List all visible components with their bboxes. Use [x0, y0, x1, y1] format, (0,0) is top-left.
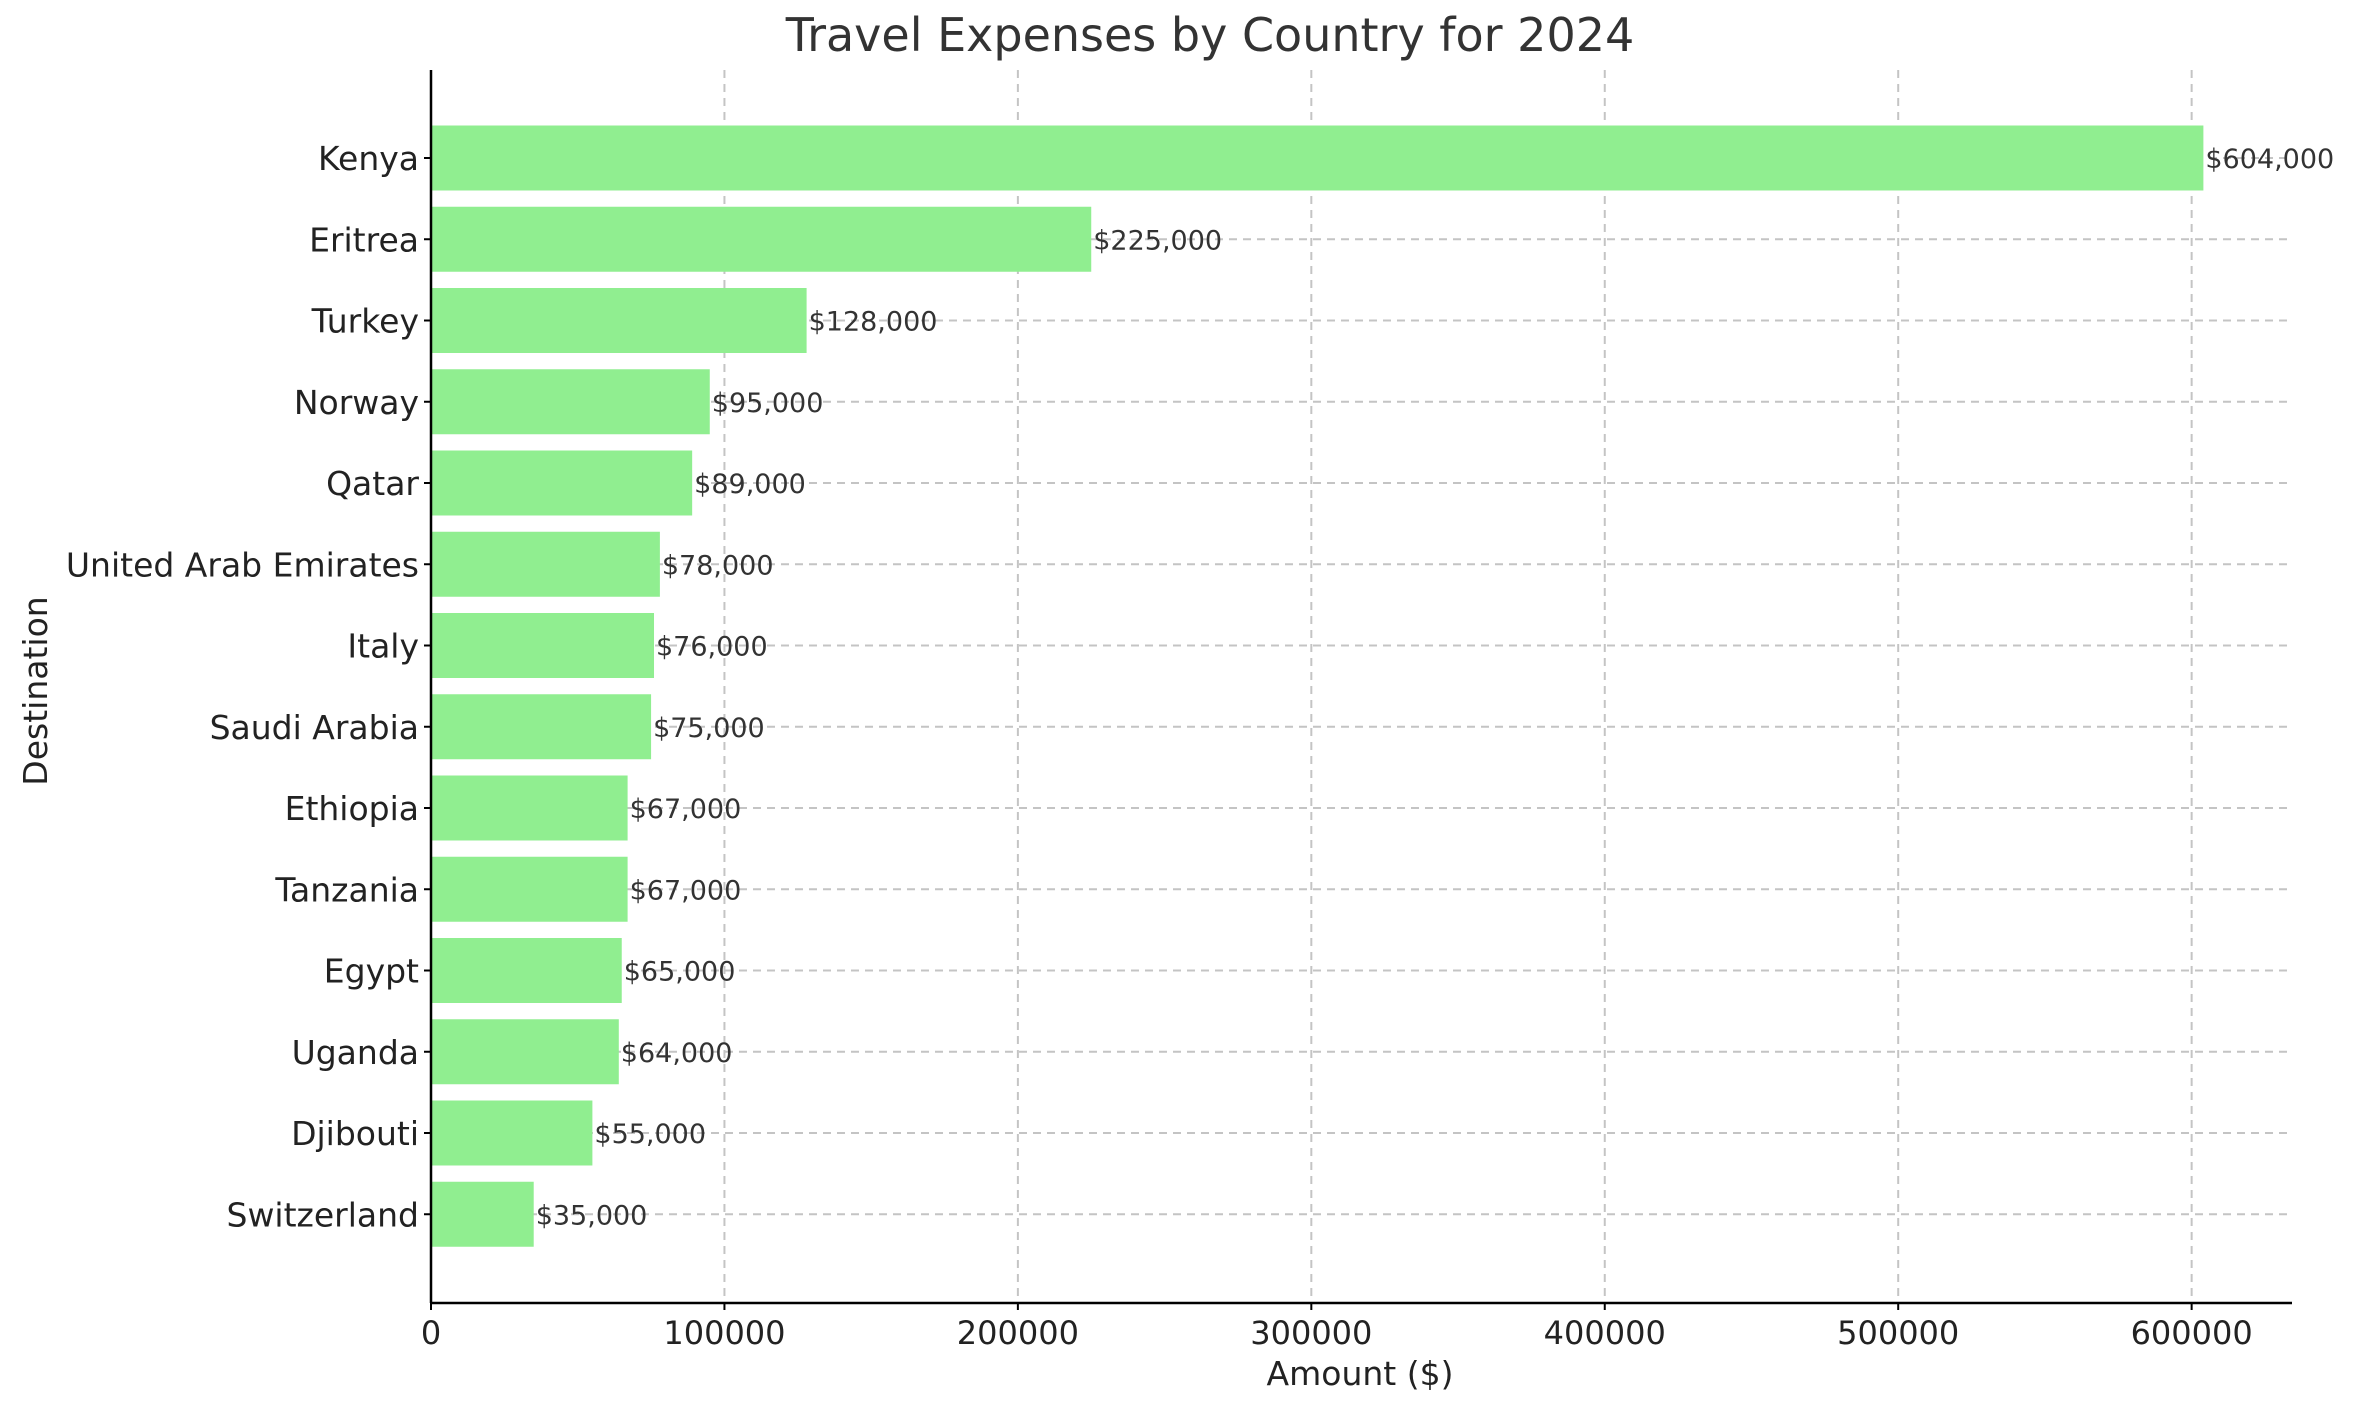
- bar: [431, 206, 1092, 272]
- bar-value-label: $55,000: [594, 1119, 706, 1150]
- x-tick-label: 100000: [663, 1314, 785, 1352]
- bar-value-label: $35,000: [536, 1200, 648, 1231]
- category-label: Switzerland: [227, 1195, 420, 1234]
- bar-value-label: $65,000: [624, 957, 736, 988]
- bar: [431, 775, 628, 841]
- x-tick-label: 0: [421, 1314, 441, 1352]
- bar-value-label: $67,000: [630, 875, 742, 906]
- x-tick-label: 600000: [2131, 1314, 2253, 1352]
- category-label: Eritrea: [309, 220, 419, 259]
- bar-value-label: $89,000: [694, 469, 806, 500]
- bar: [431, 856, 628, 922]
- category-label: United Arab Emirates: [66, 545, 419, 584]
- bar: [431, 125, 2204, 191]
- category-label: Italy: [347, 627, 419, 666]
- bar-value-label: $95,000: [712, 388, 824, 419]
- category-label: Turkey: [311, 302, 419, 341]
- category-label: Uganda: [292, 1033, 419, 1072]
- bar: [431, 369, 710, 435]
- y-axis-label: Destination: [16, 596, 55, 785]
- category-label: Egypt: [324, 952, 419, 991]
- bar-value-label: $225,000: [1093, 225, 1222, 256]
- text-layer: Travel Expenses by Country for 2024 Amou…: [16, 8, 1634, 1393]
- category-label: Djibouti: [291, 1114, 419, 1153]
- data-labels-layer: $604,000 $225,000 $128,000 $95,000 $89,000 $7…: [536, 144, 2335, 1231]
- bar-value-label: $128,000: [809, 307, 938, 338]
- bar-value-label: $76,000: [656, 632, 768, 663]
- bar: [431, 938, 622, 1003]
- bars-layer: [431, 125, 2204, 1247]
- x-tick-label: 200000: [957, 1314, 1079, 1352]
- bar: [431, 1181, 534, 1247]
- bar-value-label: $64,000: [621, 1038, 733, 1069]
- bar-value-label: $604,000: [2205, 144, 2334, 175]
- x-tick-label: 500000: [1837, 1314, 1959, 1352]
- category-label: Tanzania: [274, 870, 419, 909]
- bar: [431, 1100, 593, 1166]
- bar: [431, 694, 652, 760]
- category-label: Kenya: [318, 139, 419, 178]
- chart-title: Travel Expenses by Country for 2024: [785, 8, 1635, 62]
- bar: [431, 531, 660, 597]
- bar-value-label: $75,000: [653, 713, 765, 744]
- bar-value-label: $78,000: [662, 550, 774, 581]
- bar: [431, 450, 693, 516]
- category-label: Ethiopia: [285, 789, 419, 828]
- axes-layer: Kenya Eritrea Turkey Norway Qatar United Arab…: [66, 70, 2292, 1352]
- bar-value-label: $67,000: [630, 794, 742, 825]
- x-tick-label: 400000: [1544, 1314, 1666, 1352]
- category-label: Norway: [294, 383, 419, 422]
- x-tick-label: 300000: [1250, 1314, 1372, 1352]
- category-label: Saudi Arabia: [210, 708, 419, 747]
- x-axis-label: Amount ($): [1267, 1354, 1454, 1393]
- bar: [431, 613, 655, 678]
- bar: [431, 1019, 619, 1085]
- bar: [431, 288, 807, 353]
- category-label: Qatar: [326, 464, 419, 503]
